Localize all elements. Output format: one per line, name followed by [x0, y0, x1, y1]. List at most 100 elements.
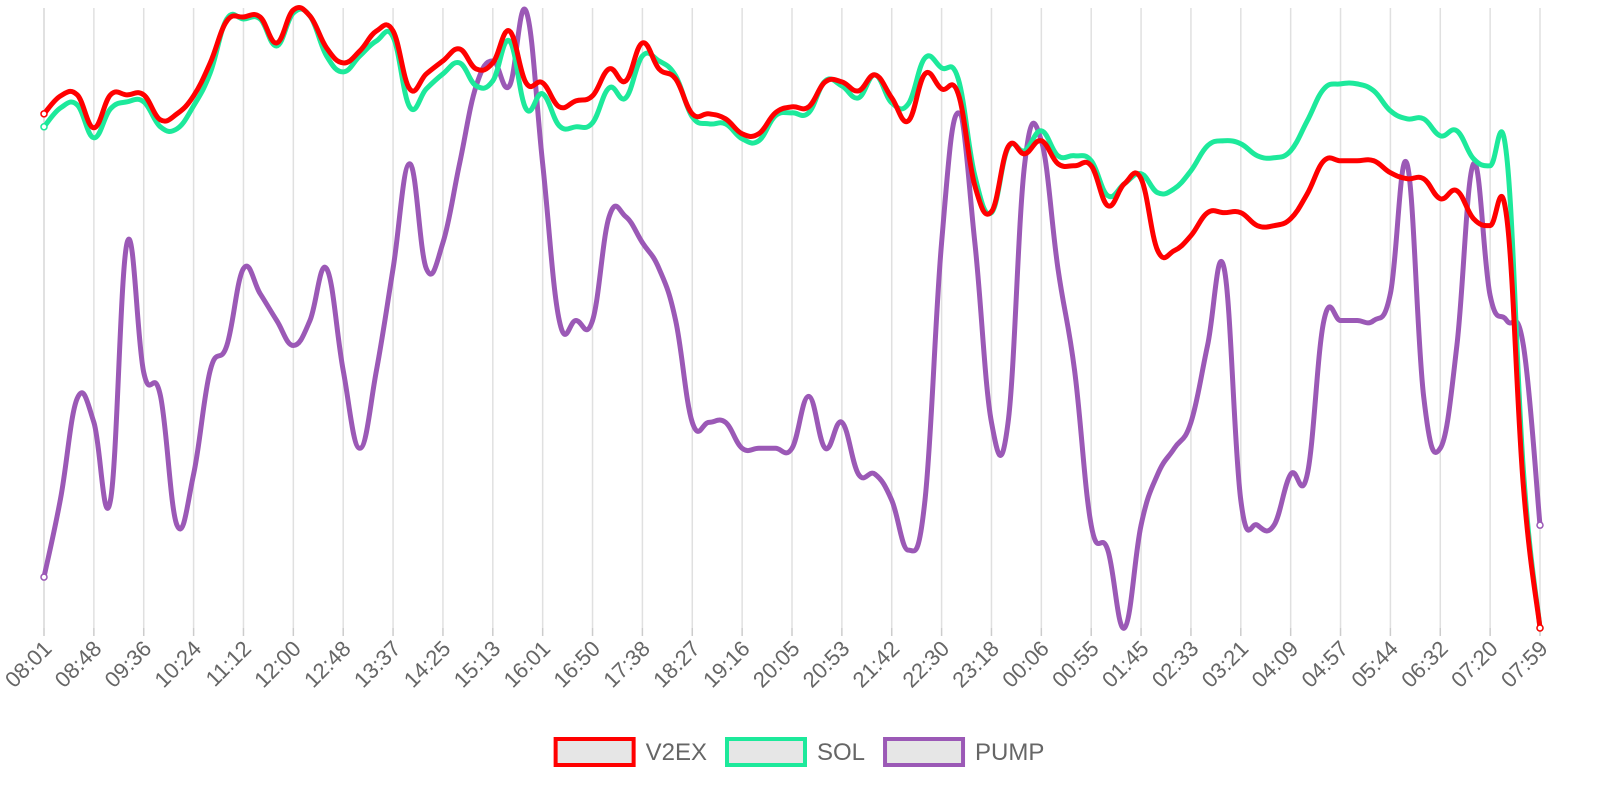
data-point — [590, 120, 595, 126]
data-point — [1072, 163, 1077, 168]
data-point — [1454, 188, 1460, 193]
x-tick-label: 20:53 — [798, 636, 855, 693]
data-point — [191, 472, 196, 477]
data-point — [91, 125, 97, 131]
data-point — [1388, 291, 1393, 296]
data-point — [872, 472, 878, 477]
data-point — [75, 92, 80, 98]
data-point — [440, 58, 446, 64]
data-point — [374, 38, 379, 44]
data-point — [1438, 446, 1443, 451]
data-point — [956, 110, 961, 116]
data-point — [573, 98, 579, 104]
data-point — [1305, 472, 1310, 477]
data-point — [1105, 193, 1111, 198]
data-point — [656, 66, 662, 72]
x-tick-label: 07:59 — [1496, 636, 1553, 693]
data-point — [1122, 181, 1127, 186]
data-point — [623, 214, 628, 219]
data-point — [108, 92, 113, 98]
data-point — [108, 106, 113, 112]
legend-swatch — [725, 737, 807, 767]
legend-label: V2EX — [646, 739, 707, 766]
data-point — [174, 111, 180, 117]
data-point — [690, 111, 695, 117]
data-point — [58, 105, 63, 111]
data-point — [357, 446, 363, 451]
data-point — [307, 318, 313, 323]
data-point — [1504, 318, 1509, 323]
data-point — [739, 446, 745, 451]
data-point — [557, 318, 562, 323]
data-point — [523, 80, 529, 86]
data-point — [706, 420, 712, 425]
legend-swatch — [553, 737, 636, 767]
data-point — [1138, 522, 1144, 528]
data-point — [906, 118, 911, 124]
data-point — [1388, 108, 1393, 114]
data-point — [324, 45, 329, 51]
data-point — [141, 92, 146, 98]
data-point — [473, 83, 479, 89]
data-point — [1039, 138, 1044, 143]
x-tick-label: 16:50 — [548, 636, 605, 693]
data-point — [1255, 522, 1260, 528]
data-point — [573, 124, 579, 130]
data-point — [1238, 210, 1244, 215]
data-point — [224, 18, 230, 24]
data-point — [573, 318, 579, 323]
x-tick-label: 17:38 — [598, 636, 655, 693]
data-point — [390, 28, 396, 34]
data-point — [523, 8, 529, 14]
data-point — [457, 46, 462, 52]
data-point — [241, 266, 246, 271]
data-point — [856, 88, 861, 94]
data-point — [922, 71, 928, 77]
data-point — [257, 14, 263, 20]
data-point — [191, 93, 196, 99]
data-point — [640, 240, 645, 245]
data-point — [1288, 472, 1293, 477]
data-point — [989, 209, 994, 214]
data-point — [124, 99, 130, 105]
data-point — [806, 110, 811, 116]
x-tick-label: 12:00 — [249, 636, 306, 693]
data-point — [1454, 128, 1460, 134]
data-point — [108, 498, 113, 503]
data-point — [1039, 128, 1044, 134]
data-point — [789, 104, 795, 110]
data-point — [75, 102, 80, 108]
data-point — [1138, 176, 1144, 181]
data-point — [623, 95, 628, 101]
x-tick-label: 13:37 — [349, 636, 406, 693]
data-point — [1172, 248, 1177, 253]
data-point — [274, 318, 279, 323]
x-tick-label: 10:24 — [150, 636, 207, 693]
x-tick-label: 04:57 — [1296, 636, 1353, 693]
data-point — [158, 117, 163, 123]
data-point — [1005, 420, 1011, 425]
data-point — [75, 396, 80, 401]
data-point — [1005, 144, 1011, 149]
data-point — [1188, 420, 1194, 425]
data-point — [756, 446, 761, 451]
data-point — [1288, 216, 1293, 221]
data-point — [141, 370, 146, 375]
data-point — [1438, 133, 1443, 138]
data-point — [1388, 170, 1393, 175]
data-point — [374, 368, 379, 373]
data-point — [158, 124, 163, 130]
data-point — [1105, 203, 1111, 208]
data-point — [407, 104, 412, 110]
data-point — [972, 183, 978, 188]
legend-swatch — [883, 737, 966, 767]
x-tick-label: 16:01 — [499, 636, 556, 693]
data-point — [274, 40, 279, 46]
data-point — [1072, 153, 1077, 158]
data-point — [1205, 343, 1210, 348]
data-point — [1371, 318, 1376, 323]
x-tick-label: 03:21 — [1197, 636, 1254, 693]
data-point — [1487, 293, 1493, 298]
x-tick-label: 07:20 — [1446, 636, 1503, 693]
